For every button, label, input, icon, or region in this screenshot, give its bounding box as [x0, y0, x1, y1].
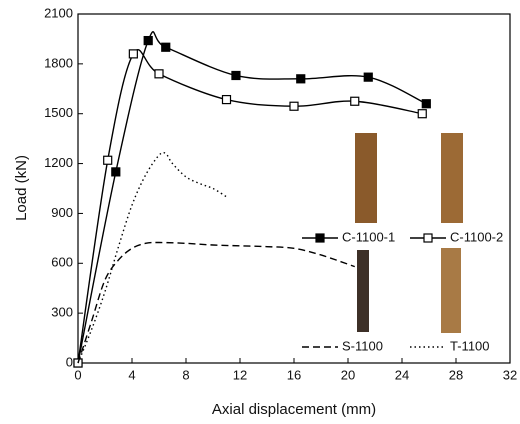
- data-point: [221, 94, 232, 105]
- series-line: [77, 241, 355, 364]
- x-tick-label: 12: [233, 367, 247, 382]
- data-point: [417, 109, 427, 119]
- legend-label: C-1100-1: [342, 229, 395, 244]
- data-point: [350, 96, 360, 106]
- data-point: [154, 69, 164, 79]
- data-point: [289, 101, 299, 111]
- x-tick-label: 28: [449, 367, 463, 382]
- legend-label: C-1100-2: [450, 229, 503, 244]
- x-tick-label: 8: [182, 367, 189, 382]
- x-tick-label: 16: [287, 367, 301, 382]
- series-line: [77, 31, 427, 364]
- data-point: [143, 35, 153, 46]
- y-tick-label: 1200: [44, 155, 73, 170]
- x-tick-label: 32: [503, 367, 517, 382]
- specimen-photos: [355, 133, 463, 333]
- data-point: [161, 42, 171, 52]
- y-tick-label: 0: [66, 354, 73, 369]
- legend-label: T-1100: [450, 338, 490, 353]
- y-tick-label: 2100: [44, 5, 73, 20]
- x-tick-label: 20: [341, 367, 355, 382]
- legend-label: S-1100: [342, 338, 383, 353]
- data-point: [296, 74, 306, 84]
- photo: [441, 133, 463, 223]
- data-point: [128, 49, 138, 59]
- y-tick-label: 600: [51, 255, 73, 270]
- photo: [355, 133, 377, 223]
- y-axis-title: Load (kN): [13, 155, 30, 221]
- x-axis-title: Axial displacement (mm): [212, 401, 376, 418]
- data-point: [111, 167, 121, 177]
- x-tick-label: 4: [128, 367, 135, 382]
- legend-marker: [423, 233, 433, 243]
- data-point: [103, 155, 113, 165]
- data-point: [231, 70, 241, 81]
- series-line: [77, 151, 227, 364]
- data-point: [363, 72, 373, 82]
- x-tick-label: 0: [74, 367, 81, 382]
- y-tick-label: 900: [51, 205, 73, 220]
- photo: [441, 248, 461, 333]
- photo: [357, 250, 369, 332]
- data-point: [421, 99, 431, 109]
- legend-marker: [315, 233, 325, 243]
- y-tick-label: 1800: [44, 55, 73, 70]
- y-tick-label: 1500: [44, 105, 73, 120]
- x-tick-label: 24: [395, 367, 409, 382]
- y-tick-label: 300: [51, 305, 73, 320]
